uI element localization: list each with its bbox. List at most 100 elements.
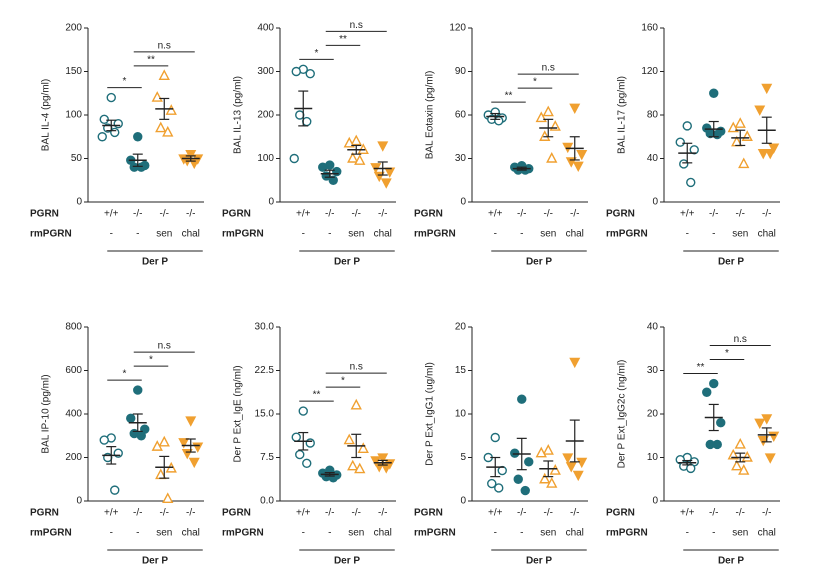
data-point — [757, 148, 769, 160]
y-tick-label: 0 — [268, 197, 274, 208]
significance-label: * — [315, 48, 319, 59]
significance-label: n.s — [734, 334, 747, 345]
data-point — [542, 105, 554, 117]
row-label: rmPGRN — [414, 229, 456, 240]
data-point — [291, 66, 301, 77]
significance-label: n.s — [542, 63, 555, 74]
row-value: chal — [182, 528, 200, 539]
data-point — [289, 153, 299, 164]
row-label: rmPGRN — [222, 528, 264, 539]
y-tick-label: 0 — [460, 197, 466, 208]
row-value: -/- — [517, 209, 526, 220]
y-tick-label: 15.0 — [255, 409, 275, 420]
data-point — [686, 177, 696, 188]
data-point — [295, 110, 305, 120]
panel: 0 40 80 120 160 BAL IL-17 (pg/ml) PGRN +/+ -/- -/… — [606, 23, 780, 268]
row-value: -/- — [133, 508, 142, 519]
data-point — [768, 143, 780, 154]
data-point — [99, 435, 109, 445]
row-label: PGRN — [606, 209, 635, 220]
row-value: -/- — [544, 209, 553, 220]
y-axis-label: BAL IL-13 (pg/ml) — [233, 76, 244, 154]
data-point — [524, 457, 534, 467]
data-point — [569, 357, 581, 369]
data-point — [490, 432, 500, 443]
y-tick-label: 80 — [647, 110, 659, 121]
y-tick-label: 0 — [76, 496, 82, 507]
row-value: -/- — [133, 209, 142, 220]
y-tick-label: 800 — [65, 322, 82, 333]
data-point — [727, 448, 739, 460]
y-tick-label: 30 — [455, 153, 467, 164]
data-point — [302, 116, 312, 127]
row-label: PGRN — [222, 209, 251, 220]
y-tick-label: 15 — [455, 365, 467, 376]
row-value: chal — [758, 229, 776, 240]
row-value: -/- — [160, 209, 169, 220]
y-axis-label: Der P Ext_IgG2c (ng/ml) — [617, 360, 628, 469]
data-point — [539, 472, 551, 484]
data-point — [549, 120, 561, 131]
significance-label: ** — [147, 54, 155, 65]
y-tick-label: 400 — [65, 409, 82, 420]
row-value: chal — [758, 528, 776, 539]
significance-label: * — [341, 376, 345, 387]
data-point — [572, 470, 584, 482]
row-label: rmPGRN — [222, 229, 264, 240]
row-value: - — [328, 229, 331, 240]
row-value: - — [110, 528, 113, 539]
row-value: - — [686, 528, 689, 539]
data-point — [520, 485, 530, 496]
group-label: Der P — [334, 556, 360, 567]
data-point — [712, 129, 722, 140]
row-value: +/+ — [104, 508, 119, 519]
y-axis-label: BAL Eotaxin (pg/ml) — [425, 71, 436, 160]
group-label: Der P — [142, 556, 168, 567]
data-point — [291, 432, 301, 442]
data-point — [343, 136, 355, 148]
y-tick-label: 0 — [652, 197, 658, 208]
row-value: -/- — [570, 209, 579, 220]
row-value: +/+ — [680, 508, 695, 519]
row-value: - — [136, 528, 139, 539]
row-value: +/+ — [488, 508, 503, 519]
row-value: -/- — [352, 508, 361, 519]
data-point — [712, 439, 722, 450]
row-label: rmPGRN — [606, 229, 648, 240]
row-value: sen — [732, 229, 748, 240]
data-point — [709, 378, 719, 389]
y-axis-label: BAL IP-10 (pg/ml) — [41, 374, 52, 453]
data-point — [675, 137, 685, 147]
row-value: - — [136, 229, 139, 240]
row-label: rmPGRN — [414, 528, 456, 539]
row-value: sen — [732, 528, 748, 539]
data-point — [162, 125, 174, 137]
row-value: sen — [348, 528, 364, 539]
row-value: - — [302, 229, 305, 240]
data-point — [682, 121, 692, 131]
data-point — [185, 416, 197, 427]
y-tick-label: 7.5 — [260, 452, 274, 463]
y-tick-label: 0.0 — [260, 496, 274, 507]
row-value: +/+ — [488, 209, 503, 220]
y-tick-label: 200 — [65, 23, 82, 34]
data-point — [106, 92, 116, 103]
data-point — [761, 83, 773, 95]
data-point — [565, 462, 577, 473]
data-point — [494, 116, 504, 126]
data-point — [318, 162, 328, 172]
data-point — [354, 462, 366, 474]
y-tick-label: 400 — [257, 23, 274, 34]
panel: 0.0 7.5 15.0 22.5 30.0 Der P Ext_IgE (ng/ml) *… — [222, 322, 396, 567]
group-label: Der P — [718, 556, 744, 567]
significance-label: ** — [697, 362, 705, 373]
data-point — [549, 464, 561, 475]
row-value: -/- — [517, 508, 526, 519]
row-value: - — [712, 229, 715, 240]
row-value: chal — [374, 229, 392, 240]
data-point — [738, 464, 750, 475]
y-tick-label: 40 — [647, 153, 659, 164]
significance-label: ** — [313, 390, 321, 401]
